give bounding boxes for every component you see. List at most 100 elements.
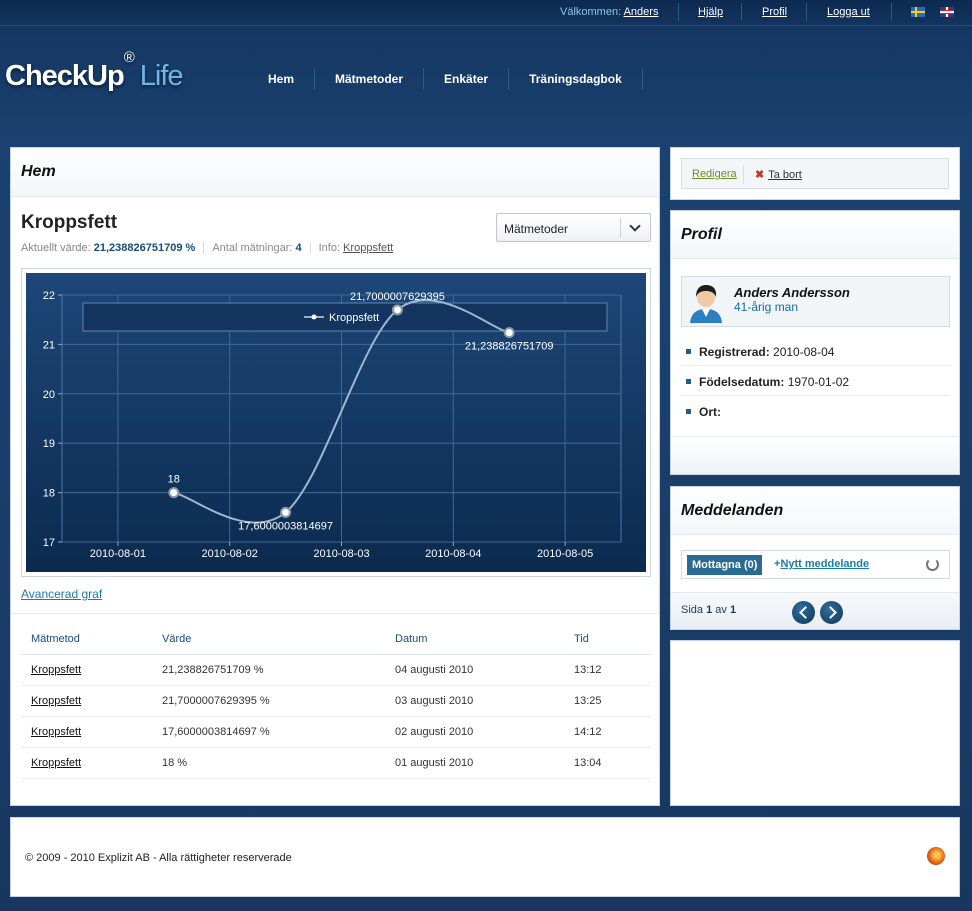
help-item: Hjälp [698,6,723,18]
edit-toolbar: Redigera ✖ Ta bort [681,158,949,189]
page-of: av [715,604,727,616]
column-header-value: Värde [152,625,385,655]
profile-item: Profil [762,6,787,18]
topbar-divider [806,3,807,21]
delete-button[interactable]: ✖ Ta bort [755,168,802,181]
cell-date: 03 augusti 2010 [385,685,564,717]
logout-item: Logga ut [827,6,870,18]
cell-method: Kroppsfett [21,747,152,779]
swedish-flag-icon[interactable] [911,7,925,17]
avatar [690,285,722,323]
x-tick-label: 2010-08-04 [425,548,481,560]
cell-method: Kroppsfett [21,716,152,748]
method-link[interactable]: Kroppsfett [31,725,82,738]
toolbar-divider [743,165,744,184]
y-tick-label: 18 [43,488,55,500]
y-tick-label: 21 [43,339,55,351]
english-flag-icon[interactable] [940,7,954,17]
logo-suffix: Life [139,60,184,92]
y-tick-label: 22 [43,290,55,302]
city-label: Ort: [699,405,721,419]
count-value: 4 [295,242,302,254]
method-select[interactable]: Mätmetoder [496,213,651,242]
nav-item-traningsdagbok[interactable]: Träningsdagbok [509,68,643,90]
logout-link[interactable]: Logga ut [827,6,870,18]
birthdate-label: Födelsedatum: [699,375,785,389]
user-name: Anders Andersson [734,285,850,300]
edit-link[interactable]: Redigera [692,168,737,180]
list-item: Födelsedatum: 1970-01-02 [681,366,950,396]
method-link[interactable]: Kroppsfett [31,756,82,769]
table-row: Kroppsfett 21,7000007629395 % 03 augusti… [21,685,651,717]
firefox-icon[interactable] [927,847,945,865]
refresh-icon[interactable] [926,558,939,571]
cell-method: Kroppsfett [21,685,152,717]
chart-series: 18 17,6000003814697 21,7000007629395 21,238… [168,291,554,533]
list-item: Registrerad: 2010-08-04 [681,336,950,366]
profile-header: Profil [671,211,959,259]
cell-date: 02 augusti 2010 [385,716,564,748]
cell-time: 13:12 [564,654,651,686]
plus-icon: + [774,558,781,570]
count-label: Antal mätningar: [212,242,293,254]
welcome-text: Välkommen: Anders [560,6,658,18]
help-link[interactable]: Hjälp [698,6,724,18]
method-select-value: Mätmetoder [504,222,569,236]
data-label: 21,7000007629395 [350,291,445,303]
y-tick-label: 19 [43,438,55,450]
cell-date: 01 augusti 2010 [385,747,564,779]
data-point [391,304,403,316]
chart-container: 17 18 19 20 21 22 2010-08-01 2010-08-02 2010-08-… [21,268,651,577]
method-link[interactable]: Kroppsfett [31,663,82,676]
data-point [280,506,292,518]
y-tick-label: 17 [43,537,55,549]
profile-title: Profil [681,226,722,243]
logo-name: CheckUp [5,60,125,92]
info-info: Info: Kroppsfett [319,242,402,254]
info-link[interactable]: Kroppsfett [343,242,394,254]
welcome-label: Välkommen: [560,6,622,18]
list-item: Ort: [681,396,950,426]
cell-date: 04 augusti 2010 [385,654,564,686]
registered-label: Registrerad: [699,345,770,359]
next-page-button[interactable] [820,601,843,624]
current-page: 1 [706,604,713,616]
messages-panel: Meddelanden Mottagna (0) +Nytt meddeland… [670,486,960,630]
method-link[interactable]: Kroppsfett [31,694,82,707]
messages-header: Meddelanden [671,487,959,535]
cell-time: 14:12 [564,716,651,748]
cell-time: 13:25 [564,685,651,717]
y-tick-label: 20 [43,389,55,401]
cell-value: 17,6000003814697 % [152,716,385,748]
section-divider [11,613,659,614]
topbar-divider [678,3,679,21]
table-row: Kroppsfett 21,238826751709 % 04 augusti … [21,654,651,686]
user-age: 41-årig man [734,300,799,314]
logo[interactable]: CheckUp®Life [5,49,184,93]
new-message-button[interactable]: +Nytt meddelande [774,558,869,570]
birthdate-value: 1970-01-02 [787,375,850,389]
x-tick-label: 2010-08-03 [313,548,369,560]
inbox-tab[interactable]: Mottagna (0) [687,555,763,575]
nav-item-matmetoder[interactable]: Mätmetoder [315,68,425,90]
cell-value: 18 % [152,747,385,779]
cell-method: Kroppsfett [21,654,152,686]
profile-link[interactable]: Profil [762,6,788,18]
legend-box [82,302,608,332]
cell-time: 13:04 [564,747,651,779]
legend-label: Kroppsfett [329,312,379,324]
nav-item-enkater[interactable]: Enkäter [424,68,510,90]
user-link[interactable]: Anders [623,6,659,18]
series-line [173,299,510,524]
cell-value: 21,238826751709 % [152,654,385,686]
nav-item-hem[interactable]: Hem [248,68,316,90]
measurement-info: Aktuellt värde: 21,238826751709 % Antal … [21,242,409,254]
previous-page-button[interactable] [792,601,815,624]
current-value: 21,238826751709 % [93,242,196,254]
column-header-method: Mätmetod [21,625,152,655]
data-label: 21,238826751709 [465,341,554,353]
measurement-heading: Kroppsfett [21,212,118,233]
table-header-row: Mätmetod Värde Datum Tid [21,625,651,655]
edit-panel: Redigera ✖ Ta bort [670,147,960,200]
advanced-graph-link[interactable]: Avancerad graf [21,587,103,601]
